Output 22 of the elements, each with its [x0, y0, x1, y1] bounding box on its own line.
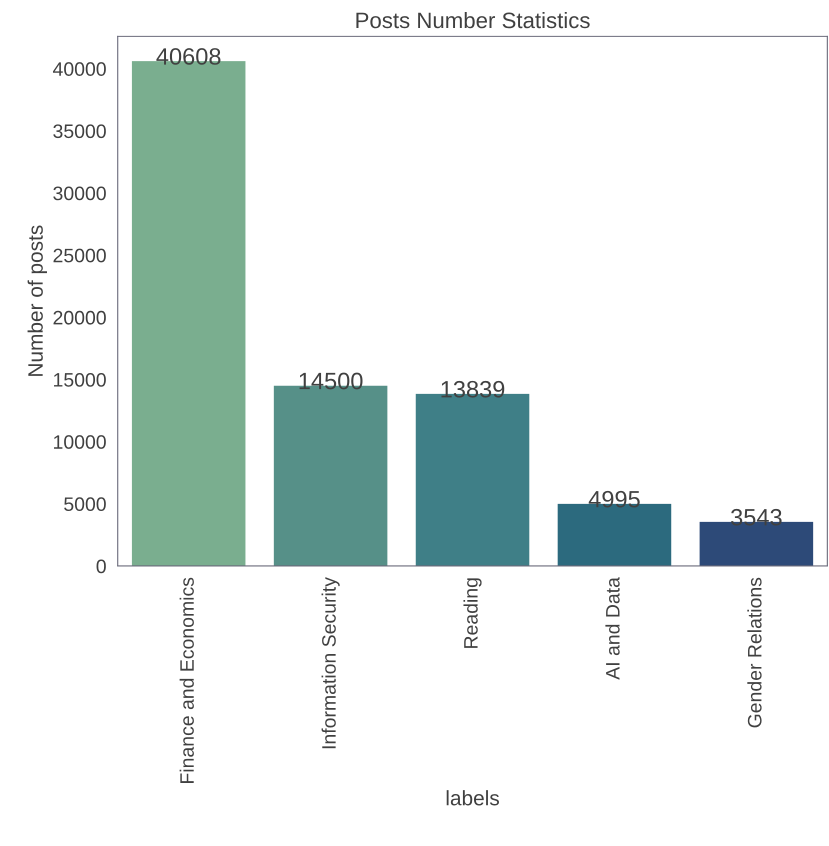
y-tick-label: 5000	[64, 497, 106, 512]
y-tick-label: 20000	[54, 310, 106, 325]
data-label: 14500	[300, 372, 363, 390]
x-tick-label: Finance and Economics	[180, 578, 194, 783]
data-label: 40608	[156, 48, 220, 65]
y-tick-label: 0	[96, 559, 106, 574]
y-tick-label: 25000	[54, 248, 106, 262]
y-tick-label: 10000	[54, 435, 106, 449]
y-tick-label: 30000	[53, 186, 106, 200]
data-label: 13839	[442, 380, 504, 398]
data-label: 3543	[731, 508, 782, 526]
y-axis-title: Number of posts	[28, 226, 47, 376]
x-tick-label: Gender Relations	[747, 578, 762, 728]
x-axis-title: labels	[446, 790, 499, 806]
x-tick-label: Information Security	[322, 577, 340, 748]
x-tick-label: AI and Data	[605, 577, 620, 680]
data-label: 4995	[588, 490, 640, 508]
y-tick-label: 35000	[53, 124, 106, 138]
y-tick-label: 15000	[54, 372, 106, 387]
y-tick-label: 40000	[52, 62, 106, 76]
chart-title: Posts Number Statistics	[356, 12, 590, 28]
x-tick-label: Reading	[463, 578, 482, 648]
